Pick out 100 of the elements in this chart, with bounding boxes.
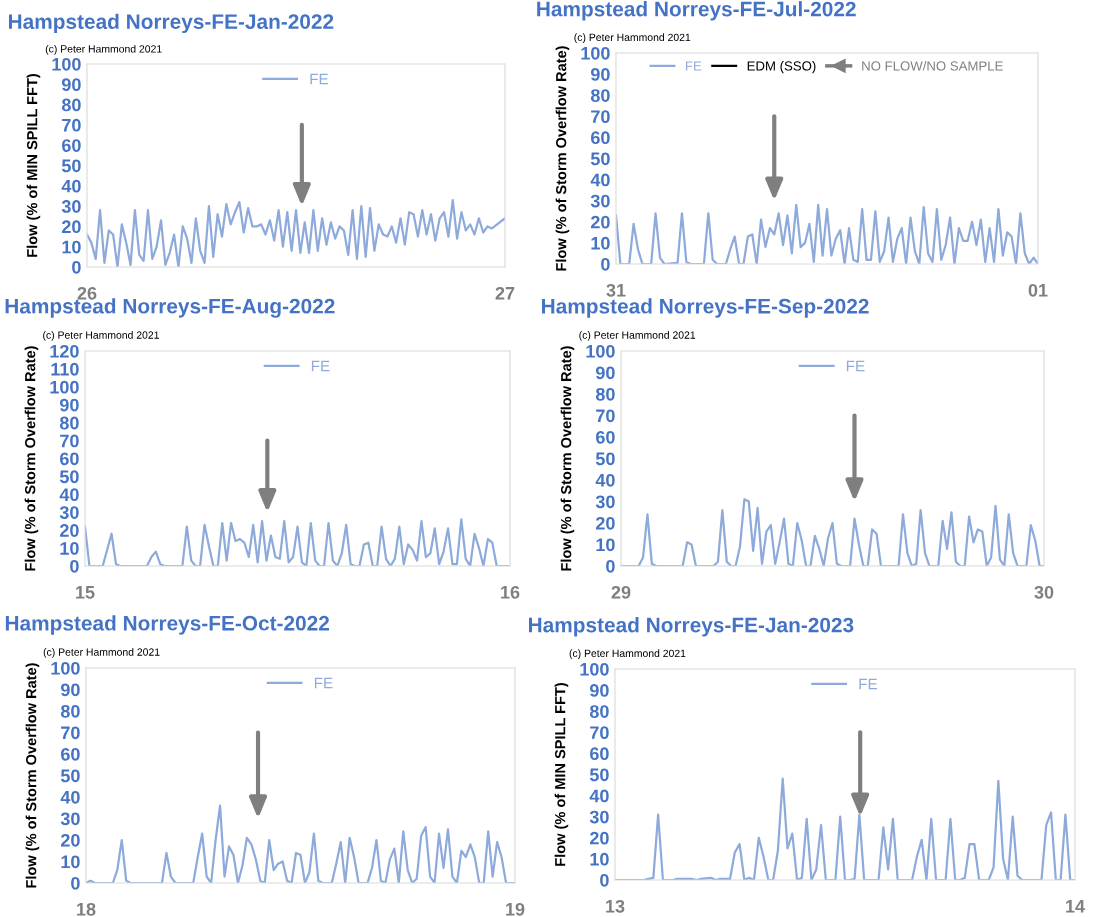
y-tick-label: 40 bbox=[61, 179, 81, 193]
y-tick-label: 0 bbox=[71, 876, 80, 890]
y-tick-label: 90 bbox=[60, 683, 80, 697]
y-tick-label: 40 bbox=[59, 488, 79, 502]
x-tick-label: 29 bbox=[611, 585, 631, 599]
y-tick-label: 70 bbox=[62, 118, 81, 132]
x-tick-label: 01 bbox=[1028, 283, 1048, 297]
y-tick-label: 10 bbox=[591, 236, 610, 250]
y-tick-label: 100 bbox=[52, 57, 81, 71]
y-axis-title: Flow (% of MIN SPILL FFT) bbox=[554, 683, 569, 866]
y-tick-label: 30 bbox=[61, 200, 81, 213]
y-tick-label: 80 bbox=[595, 387, 615, 401]
y-tick-label: 0 bbox=[70, 559, 79, 573]
y-tick-label: 70 bbox=[596, 409, 615, 423]
y-tick-label: 80 bbox=[590, 89, 610, 102]
y-tick-label: 60 bbox=[61, 747, 80, 761]
x-tick-label: 27 bbox=[495, 286, 515, 300]
y-tick-label: 70 bbox=[61, 726, 80, 740]
y-tick-label: 40 bbox=[590, 173, 610, 187]
y-tick-label: 40 bbox=[595, 473, 615, 487]
y-tick-label: 70 bbox=[591, 110, 610, 124]
y-tick-label: 100 bbox=[580, 662, 609, 676]
annotation: NO FLOW/NO SAMPLE bbox=[862, 60, 1003, 71]
chart-title: Hampstead Norreys-FE-Aug-2022 bbox=[5, 298, 335, 318]
y-tick-label: 60 bbox=[60, 452, 79, 466]
x-tick-label: 16 bbox=[501, 585, 520, 599]
text: (c) Peter Hammond 2021 bbox=[569, 649, 686, 660]
legend-label: FE bbox=[311, 360, 330, 372]
y-tick-label: 90 bbox=[61, 78, 81, 92]
x-tick-label: 18 bbox=[77, 902, 96, 916]
y-tick-label: 70 bbox=[60, 434, 79, 448]
chart-title: Hampstead Norreys-FE-Jan-2022 bbox=[8, 13, 334, 34]
y-tick-label: 20 bbox=[590, 215, 610, 229]
y-tick-label: 80 bbox=[59, 416, 79, 430]
text: (c) Peter Hammond 2021 bbox=[574, 33, 691, 44]
y-tick-label: 50 bbox=[590, 152, 610, 166]
y-tick-label: 40 bbox=[60, 790, 80, 804]
y-tick-label: 80 bbox=[61, 98, 81, 112]
legend-label: FE bbox=[846, 360, 865, 372]
x-tick-label: 19 bbox=[506, 902, 525, 916]
y-tick-label: 100 bbox=[50, 380, 79, 394]
y-tick-label: 110 bbox=[51, 362, 79, 376]
y-axis-title: Flow (% of Storm Overflow Rate) bbox=[24, 346, 39, 571]
y-tick-label: 30 bbox=[595, 495, 615, 509]
y-tick-label: 100 bbox=[51, 661, 80, 675]
x-tick-label: 15 bbox=[76, 586, 95, 599]
y-tick-label: 20 bbox=[60, 833, 80, 847]
y-tick-label: 50 bbox=[60, 769, 80, 783]
y-tick-label: 90 bbox=[595, 366, 615, 380]
y-tick-label: 50 bbox=[59, 470, 79, 484]
y-tick-label: 30 bbox=[59, 506, 79, 519]
text: (c) Peter Hammond 2021 bbox=[43, 331, 159, 341]
y-tick-label: 90 bbox=[59, 398, 79, 412]
y-tick-label: 0 bbox=[600, 873, 609, 887]
legend-label: FE bbox=[686, 61, 702, 71]
y-tick-label: 20 bbox=[589, 831, 609, 845]
y-tick-label: 70 bbox=[590, 726, 609, 740]
legend-label: FE bbox=[314, 677, 333, 689]
y-tick-label: 10 bbox=[62, 240, 81, 254]
chart-title: Hampstead Norreys-FE-Jul-2022 bbox=[537, 1, 856, 21]
x-tick-label: 31 bbox=[606, 283, 626, 297]
y-tick-label: 50 bbox=[595, 452, 615, 466]
chart-title: Hampstead Norreys-FE-Jan-2023 bbox=[528, 617, 854, 637]
y-tick-label: 10 bbox=[590, 852, 609, 866]
text: (c) Peter Hammond 2021 bbox=[579, 331, 696, 341]
y-tick-label: 0 bbox=[601, 257, 610, 271]
x-tick-label: 26 bbox=[77, 286, 97, 300]
x-tick-label: 13 bbox=[606, 899, 625, 913]
y-tick-label: 90 bbox=[589, 684, 609, 697]
y-tick-label: 90 bbox=[590, 68, 610, 81]
y-tick-label: 0 bbox=[72, 260, 81, 274]
legend-label: FE bbox=[859, 678, 878, 690]
chart-title: Hampstead Norreys-FE-Oct-2022 bbox=[5, 615, 329, 635]
y-tick-label: 50 bbox=[61, 159, 81, 173]
y-tick-label: 30 bbox=[589, 810, 609, 824]
y-tick-label: 50 bbox=[589, 768, 609, 782]
text: (c) Peter Hammond 2021 bbox=[43, 648, 160, 658]
y-tick-label: 60 bbox=[62, 139, 81, 152]
y-tick-label: 60 bbox=[596, 430, 615, 444]
y-axis-title: Flow (% of Storm Overflow Rate) bbox=[560, 346, 575, 571]
y-tick-label: 30 bbox=[590, 194, 610, 208]
y-tick-label: 20 bbox=[595, 516, 615, 530]
chart-title: Hampstead Norreys-FE-Sep-2022 bbox=[542, 298, 869, 318]
y-tick-label: 10 bbox=[61, 855, 80, 869]
y-tick-label: 10 bbox=[596, 538, 615, 552]
y-tick-label: 100 bbox=[581, 46, 610, 60]
y-tick-label: 40 bbox=[589, 789, 609, 803]
y-axis-title: Flow (% of Storm Overflow Rate) bbox=[555, 46, 570, 271]
y-tick-label: 100 bbox=[586, 344, 615, 358]
legend-label: EDM (SSO) bbox=[747, 60, 816, 74]
y-tick-label: 30 bbox=[60, 812, 80, 826]
y-axis-title: Flow (% of MIN SPILL FFT) bbox=[26, 74, 41, 257]
x-tick-label: 30 bbox=[1034, 585, 1054, 599]
y-tick-label: 20 bbox=[59, 524, 79, 537]
y-axis-title: Flow (% of Storm Overflow Rate) bbox=[25, 663, 40, 888]
x-tick-label: 14 bbox=[1066, 900, 1085, 913]
y-tick-label: 10 bbox=[60, 542, 79, 555]
y-tick-label: 20 bbox=[61, 220, 81, 234]
y-tick-label: 80 bbox=[60, 704, 80, 718]
y-tick-label: 60 bbox=[591, 131, 610, 145]
